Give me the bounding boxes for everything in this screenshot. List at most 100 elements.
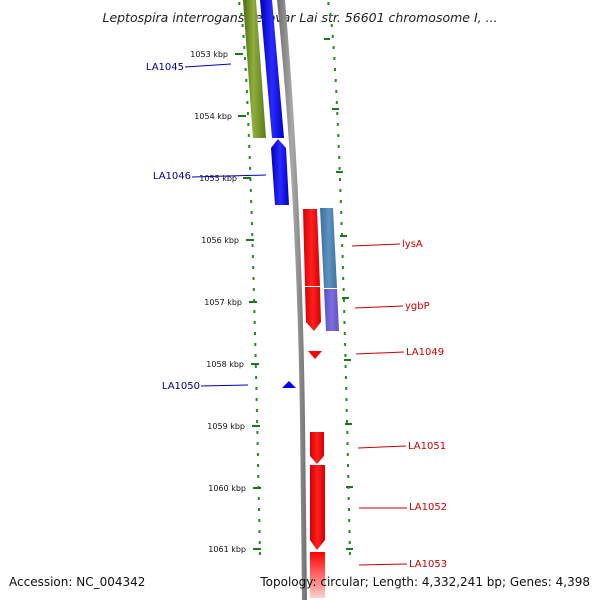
track-dot (255, 398, 258, 401)
track-dot (246, 101, 249, 104)
track-dot (257, 464, 260, 467)
label-leader (351, 243, 401, 247)
track-dot (339, 189, 342, 192)
gene-label-lysa[interactable]: lysA (402, 239, 423, 250)
track-dot (250, 200, 253, 203)
track-dot (254, 354, 257, 357)
feature-red-la1053 (310, 552, 325, 598)
track-dot (258, 508, 260, 511)
track-dot (251, 233, 254, 236)
track-dot (250, 222, 253, 225)
track-dot (257, 497, 260, 500)
track-dot (256, 453, 259, 456)
track-dot (249, 178, 252, 181)
track-dot (258, 552, 261, 555)
gene-label-la1046[interactable]: LA1046 (153, 171, 191, 182)
track-dot (344, 354, 347, 357)
accession-text: Accession: NC_004342 (9, 575, 145, 589)
track-dot (256, 431, 259, 434)
track-dot (254, 332, 256, 335)
track-dot (258, 530, 261, 533)
track-dot (348, 508, 350, 511)
dotted-track-right (327, 2, 351, 555)
track-dot (346, 420, 348, 423)
track-dot (254, 365, 257, 368)
feature-red-lysa (303, 209, 320, 286)
feature-red-ygbp (305, 287, 321, 331)
track-dot (344, 343, 347, 346)
reverse-strand-features (243, 0, 296, 388)
track-dot (241, 24, 244, 27)
track-dot (253, 299, 256, 302)
forward-gene-labels: lysA ygbP LA1049 LA1051 LA1052 LA1053 (351, 239, 447, 570)
track-dot (341, 266, 344, 269)
track-dot (346, 453, 349, 456)
feature-steel-lysa (320, 208, 337, 288)
kbp-scale: 1053 kbp 1054 kbp 1055 kbp 1056 kbp 1057… (190, 50, 261, 554)
track-dot (330, 24, 333, 27)
gene-label-la1051[interactable]: LA1051 (408, 441, 446, 452)
track-dot (340, 222, 343, 225)
track-dot (335, 101, 338, 104)
gene-label-la1053[interactable]: LA1053 (409, 559, 447, 570)
gene-label-la1050[interactable]: LA1050 (162, 381, 200, 392)
track-dot (238, 2, 241, 5)
tick-label-1054: 1054 kbp (194, 112, 232, 121)
gene-label-la1045[interactable]: LA1045 (146, 62, 184, 73)
track-dot (332, 46, 335, 49)
track-dot (252, 288, 255, 291)
tick-label-1058: 1058 kbp (206, 360, 244, 369)
gene-label-ygbp[interactable]: ygbP (405, 301, 430, 312)
track-dot (248, 145, 251, 148)
label-leader (184, 63, 232, 68)
track-dot (348, 541, 351, 544)
track-dot (342, 288, 345, 291)
feature-red-la1049 (308, 351, 322, 359)
track-dot (243, 46, 246, 49)
track-dot (341, 255, 344, 258)
track-dot (250, 211, 253, 214)
feature-red-la1051 (310, 432, 324, 464)
track-dot (249, 189, 252, 192)
track-dot (255, 409, 258, 412)
track-dot (257, 475, 260, 478)
track-dot (339, 178, 341, 181)
track-dot (334, 68, 336, 71)
feature-blue-la1046 (271, 139, 289, 205)
track-dot (336, 123, 339, 126)
track-dot (252, 277, 255, 280)
track-dot (248, 156, 251, 159)
backbone-arc (277, 0, 307, 600)
gene-label-la1052[interactable]: LA1052 (409, 502, 447, 513)
label-leader (357, 445, 407, 449)
forward-strand-features (303, 208, 339, 598)
track-dot (344, 376, 347, 379)
track-dot (344, 365, 347, 368)
gene-label-la1049[interactable]: LA1049 (406, 347, 444, 358)
track-dot (244, 57, 246, 60)
track-dot (327, 2, 330, 5)
track-dot (345, 387, 348, 390)
track-dot (252, 266, 255, 269)
tick-label-1059: 1059 kbp (207, 422, 245, 431)
track-dot (247, 134, 250, 137)
track-dot (249, 167, 252, 170)
track-dot (242, 35, 245, 38)
feature-blue-la1050 (282, 381, 296, 388)
track-dot (342, 277, 345, 280)
feature-slate-ygbp (324, 289, 339, 331)
tick-label-1053: 1053 kbp (190, 50, 228, 59)
track-dot (342, 299, 345, 302)
track-dot (329, 13, 332, 16)
track-dot (337, 134, 340, 137)
track-dot (247, 123, 250, 126)
label-leader (358, 563, 408, 566)
track-dot (255, 376, 258, 379)
track-dot (347, 464, 349, 467)
track-dot (340, 233, 343, 236)
feature-red-la1052 (310, 465, 325, 550)
track-dot (337, 145, 340, 148)
track-dot (335, 90, 338, 93)
tick-label-1056: 1056 kbp (201, 236, 239, 245)
